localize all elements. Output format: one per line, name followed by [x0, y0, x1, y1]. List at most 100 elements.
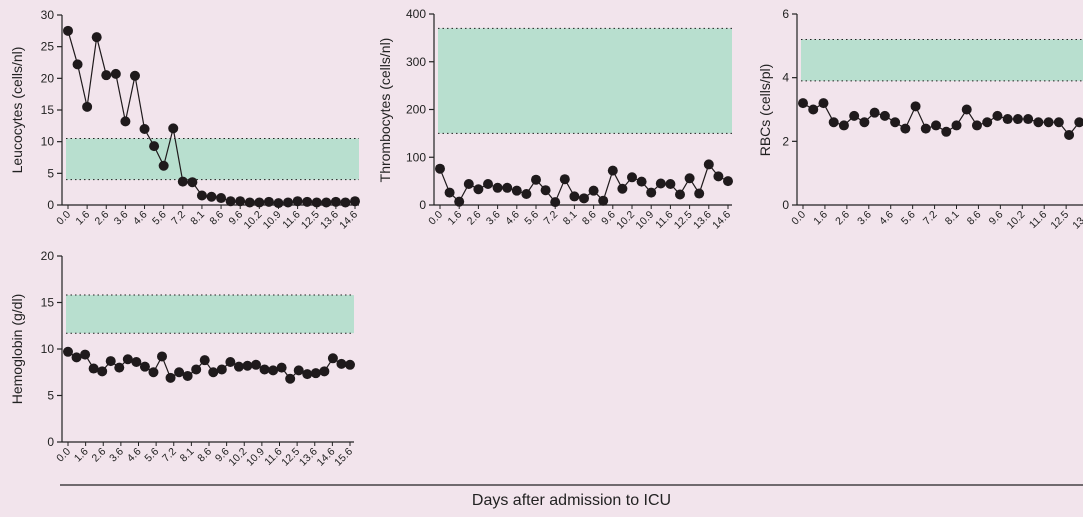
data-point — [80, 349, 91, 360]
x-tick-label: 7.2 — [542, 209, 561, 228]
y-tick-label: 400 — [406, 7, 426, 21]
data-point — [798, 98, 808, 109]
data-point — [992, 110, 1003, 121]
x-tick-label: 2.6 — [465, 209, 484, 228]
x-tick-label: 8.6 — [580, 209, 599, 228]
x-tick-label: 0.0 — [426, 209, 445, 228]
data-point — [502, 182, 513, 193]
data-point — [310, 368, 321, 379]
x-tick-label: 4.6 — [503, 209, 522, 228]
normal-range-band — [66, 295, 354, 334]
data-point — [675, 189, 685, 200]
x-tick-label: 13.6 — [1070, 209, 1083, 232]
data-point — [122, 354, 133, 365]
data-point — [511, 185, 522, 196]
data-point — [463, 178, 474, 189]
data-point — [244, 197, 255, 208]
data-point — [72, 59, 83, 70]
data-point — [97, 366, 108, 377]
data-point — [251, 359, 261, 370]
data-point — [292, 196, 303, 207]
data-point — [327, 353, 338, 364]
data-point — [259, 364, 270, 375]
data-point — [859, 117, 870, 128]
data-point — [139, 361, 150, 372]
data-point — [350, 196, 360, 207]
data-point — [158, 160, 169, 171]
data-point — [588, 185, 599, 196]
x-tick-label: 1.6 — [73, 209, 92, 228]
data-point — [168, 123, 179, 134]
data-point — [105, 356, 116, 367]
x-tick-label: 0.0 — [54, 446, 73, 465]
data-point — [191, 364, 202, 375]
data-point — [182, 370, 193, 381]
chart-panel-4: 0 5 10 15 20 Hemoglobin (g/dl) 0.01.62.63.64.6… — [9, 249, 355, 469]
x-tick-label: 3.6 — [112, 209, 131, 228]
data-point — [627, 172, 637, 183]
data-point — [694, 188, 705, 199]
data-point — [808, 104, 819, 115]
data-point — [174, 367, 185, 378]
normal-range-band — [801, 39, 1083, 81]
data-point — [216, 364, 227, 375]
y-tick-label: 0 — [419, 198, 426, 212]
data-point — [550, 197, 561, 208]
data-point — [869, 107, 880, 118]
data-point — [444, 187, 455, 198]
data-point — [311, 197, 322, 208]
data-point — [336, 358, 347, 369]
x-tick-label: 14.6 — [710, 209, 733, 232]
y-tick-label: 5 — [47, 389, 54, 403]
x-tick-label: 2.6 — [93, 209, 112, 228]
y-tick-label: 4 — [782, 71, 789, 85]
data-point — [579, 193, 589, 204]
data-point — [920, 123, 931, 134]
data-point — [665, 178, 676, 189]
data-point — [1002, 114, 1013, 125]
chart-panel-1: 0 5 10 15 20 25 30 Leucocytes (cells/nl) 0.0 1.6 2… — [9, 8, 360, 232]
data-point — [263, 196, 274, 207]
data-point — [139, 124, 150, 134]
x-tick-label: 3.6 — [107, 446, 126, 465]
data-point — [703, 159, 714, 170]
y-tick-label: 0 — [47, 198, 54, 212]
data-point — [254, 197, 265, 208]
data-point — [165, 372, 176, 383]
shared-x-axis-label: Days after admission to ICU — [471, 492, 672, 509]
data-point — [540, 185, 551, 196]
y-tick-label: 100 — [406, 150, 426, 164]
data-point — [890, 117, 901, 128]
x-tick-label: 7.2 — [169, 209, 188, 228]
x-tick-label: 8.6 — [207, 209, 226, 228]
data-point — [838, 120, 849, 131]
data-point — [521, 189, 532, 200]
x-tick-label: 8.6 — [965, 209, 984, 228]
x-tick-label: 11.6 — [653, 209, 675, 231]
x-tick-label: 9.6 — [987, 209, 1006, 228]
data-point — [283, 197, 294, 208]
x-tick-label: 5.6 — [899, 209, 918, 228]
x-tick-label: 7.2 — [160, 446, 179, 465]
normal-range-band — [438, 28, 732, 134]
data-point — [63, 25, 73, 36]
y-tick-label: 2 — [782, 134, 789, 148]
y-tick-label: 30 — [41, 8, 55, 22]
y-axis-label: Thrombocytes (cells/nl) — [377, 38, 393, 183]
x-tick-label: 15.6 — [332, 446, 355, 469]
x-tick-label: 8.1 — [561, 209, 580, 228]
x-tick-label: 3.6 — [855, 209, 874, 228]
x-tick-label: 4.6 — [877, 209, 896, 228]
x-tick-label: 1.6 — [72, 446, 91, 465]
data-point — [91, 32, 102, 43]
data-point — [131, 357, 142, 368]
data-point — [454, 196, 465, 207]
data-point — [321, 197, 332, 208]
normal-range-band — [66, 138, 359, 180]
data-point — [828, 117, 839, 128]
data-point — [208, 367, 219, 378]
data-point — [931, 120, 942, 131]
y-tick-label: 15 — [41, 296, 55, 310]
y-tick-label: 0 — [47, 435, 54, 449]
